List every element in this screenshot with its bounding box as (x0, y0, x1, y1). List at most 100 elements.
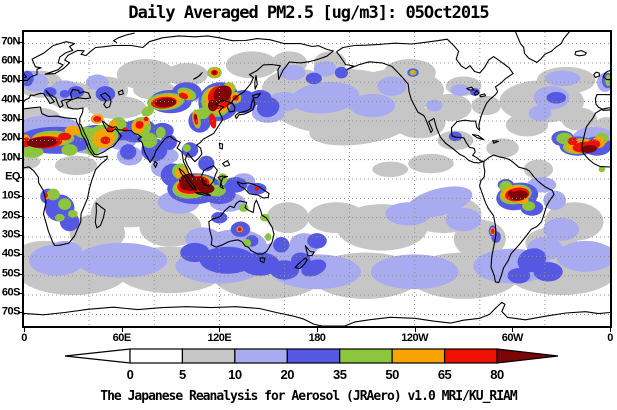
colorbar-tick-label: 65 (438, 367, 452, 382)
map-frame (22, 30, 612, 328)
lat-tick (18, 196, 22, 198)
chart-title: Daily Averaged PM2.5 [ug/m3]: 05Oct2015 (128, 3, 489, 23)
colorbar-tick-label: 35 (333, 367, 347, 382)
lat-tick-label: 40S (1, 247, 21, 260)
lon-tick-label: 120W (401, 332, 429, 344)
coastline (24, 301, 610, 326)
colorbar-cell (129, 348, 184, 364)
lon-tick (121, 328, 123, 332)
coastline (200, 165, 218, 187)
lat-tick-label: 50S (1, 267, 21, 280)
coastline (473, 89, 480, 96)
colorbar-cell (443, 348, 498, 364)
lon-tick (512, 328, 514, 332)
colorbar-cell (181, 348, 236, 364)
coastline (24, 35, 334, 177)
lat-tick-label: 70N (1, 35, 20, 48)
coastline (304, 245, 315, 257)
lat-tick-label: 30S (1, 228, 21, 241)
lat-tick-label: 10S (1, 189, 21, 202)
coastline (254, 74, 258, 90)
lat-tick-label: 30N (1, 112, 20, 125)
coastline (574, 50, 587, 57)
lat-tick-label: 20N (1, 131, 20, 144)
coastline (217, 175, 229, 190)
lon-tick-label: 60E (112, 332, 132, 344)
lat-tick-label: 50N (1, 73, 20, 86)
lat-tick-label: 40N (1, 93, 20, 106)
lat-tick (18, 138, 22, 140)
coastline (492, 140, 500, 144)
coastline (236, 181, 270, 199)
colorbar-tick-label: 10 (228, 367, 242, 382)
lat-tick (18, 235, 22, 236)
lon-tick-label: 120E (207, 332, 232, 344)
lat-tick (18, 119, 22, 120)
lon-tick-label: 0 (607, 332, 613, 344)
coastline (581, 109, 610, 168)
coastline (24, 73, 28, 79)
coastline (479, 154, 555, 284)
coastline (594, 93, 610, 110)
colorbar-cell (339, 348, 393, 364)
coastline (112, 32, 135, 44)
lon-tick (414, 328, 416, 332)
coastline (466, 86, 475, 91)
coastline (515, 32, 570, 63)
lon-tick-label: 60W (501, 332, 524, 344)
lat-tick (18, 215, 22, 217)
lat-tick-label: 70S (1, 305, 21, 318)
coastline (99, 92, 112, 109)
coastline (218, 142, 224, 150)
colorbar-cell (391, 348, 446, 364)
coastline (336, 51, 485, 164)
caption: The Japanese Reanalysis for Aerosol (JRA… (100, 389, 517, 404)
colorbar-tick-label: 5 (179, 367, 186, 382)
coastline (593, 71, 601, 79)
coastline (471, 133, 485, 141)
lat-tick-label: EQ (5, 170, 20, 183)
colorbar-tick-label: 50 (385, 367, 399, 382)
lon-tick-label: 0 (21, 332, 27, 344)
coastline (234, 97, 256, 120)
lat-tick (18, 312, 22, 314)
colorbar-tick-label: 20 (281, 367, 295, 382)
coastline (252, 92, 262, 99)
coastline (194, 191, 211, 196)
lat-tick (18, 60, 22, 62)
coastline (117, 89, 124, 96)
coastline (259, 257, 266, 264)
colorbar-cell (234, 348, 288, 364)
lat-tick-label: 60N (1, 54, 20, 67)
coastline (94, 202, 106, 229)
colorbar-tick-label: 80 (490, 367, 504, 382)
coastline (222, 160, 231, 167)
lat-tick (18, 177, 22, 178)
lat-tick (18, 157, 22, 159)
lon-tick (24, 328, 25, 332)
colorbar-tick-label: 0 (127, 367, 134, 382)
coastline (153, 161, 158, 168)
lat-tick-label: 20S (1, 209, 21, 222)
coastline (178, 167, 198, 191)
world-map (24, 32, 610, 326)
coastline (208, 199, 275, 255)
lat-tick (18, 41, 22, 43)
lat-tick-label: 10N (1, 151, 20, 164)
lat-tick (18, 80, 22, 82)
lat-tick (18, 254, 22, 256)
coastline (336, 38, 514, 162)
lat-tick (18, 273, 22, 275)
coastline (294, 257, 308, 270)
colorbar-cell (286, 348, 341, 364)
lon-tick (610, 328, 611, 332)
coastline (602, 70, 610, 81)
lat-tick (18, 99, 22, 101)
lon-tick-label: 180 (308, 332, 326, 344)
colorbar-under-arrow (64, 348, 131, 364)
colorbar-over-arrow (496, 348, 559, 364)
coastline (24, 106, 108, 247)
lat-tick (18, 293, 22, 295)
coastline (193, 72, 203, 80)
